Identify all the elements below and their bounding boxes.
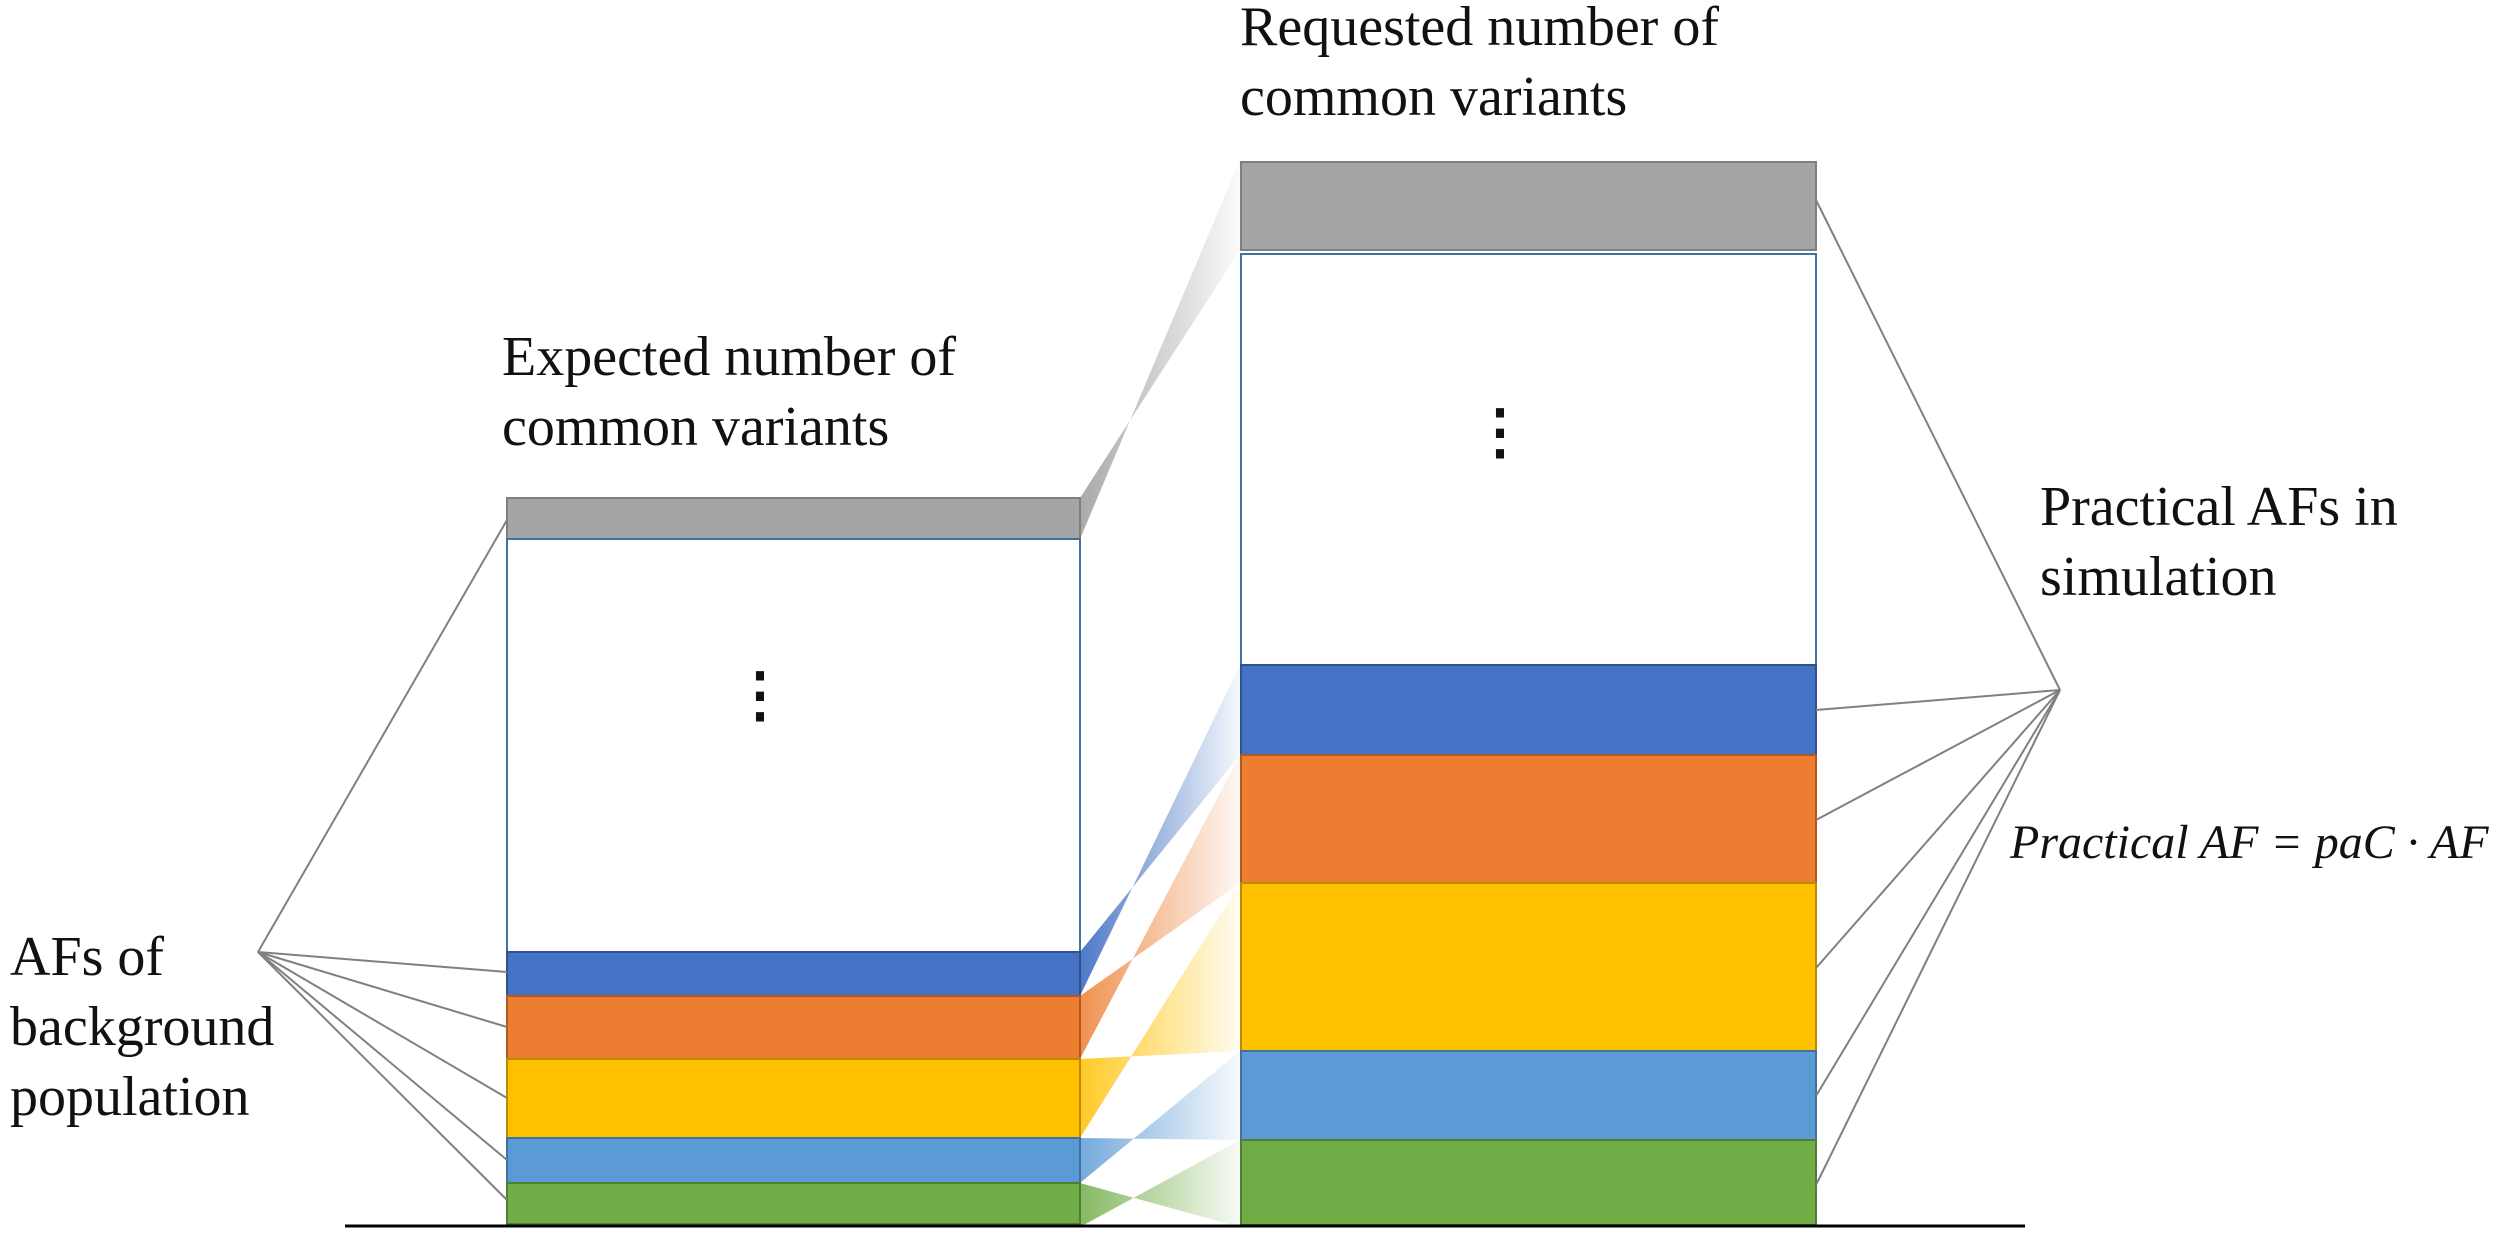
right-segment-orange: [1240, 754, 1817, 884]
connector-left-green: [257, 951, 508, 1201]
requested-label-line1: Requested number of: [1240, 0, 1719, 58]
left-segment-orange: [506, 995, 1081, 1060]
connector-left-top: [257, 519, 508, 953]
right-segment-yellow: [1240, 882, 1817, 1052]
connector-left-yellow: [257, 951, 508, 1099]
connector-right-blue: [1815, 689, 2061, 711]
connector-right-top: [1815, 199, 2061, 691]
left-stack: ⋮: [506, 497, 1081, 1225]
band-light-blue: [1080, 1051, 1240, 1183]
left-segment-green: [506, 1182, 1081, 1225]
perspective-bands: [1080, 160, 1240, 1227]
band-yellow: [1080, 883, 1240, 1138]
background-label-line1: AFs of: [10, 926, 164, 988]
band-gray: [1080, 160, 1240, 539]
left-segment-light-blue: [506, 1137, 1081, 1184]
practical-label-line1: Practical AFs in: [2040, 476, 2398, 538]
band-green: [1080, 1140, 1240, 1227]
right-stack: ⋮: [1240, 161, 1817, 1226]
connector-right-orange: [1815, 689, 2061, 821]
requested-label-line2: common variants: [1240, 66, 1627, 128]
right-ellipsis: ⋮: [1470, 399, 1530, 465]
left-connectors: [257, 519, 508, 1201]
connector-right-green: [1815, 689, 2061, 1186]
connector-left-orange: [257, 951, 508, 1028]
connector-left-light-blue: [257, 951, 508, 1161]
right-connectors: [1815, 199, 2061, 1186]
right-segment-light-blue: [1240, 1050, 1817, 1141]
right-segment-white: [1240, 253, 1817, 666]
left-segment-blue: [506, 951, 1081, 997]
connector-left-blue: [257, 951, 508, 973]
right-segment-green: [1240, 1139, 1817, 1226]
practical-label-line2: simulation: [2040, 546, 2276, 608]
connector-right-yellow: [1815, 689, 2061, 969]
band-orange: [1080, 755, 1240, 1059]
practical-af-formula: Practical AF = paC · AF: [2009, 816, 2489, 869]
band-blue: [1080, 665, 1240, 996]
left-segment-yellow: [506, 1058, 1081, 1139]
expected-label-line1: Expected number of: [502, 326, 956, 388]
right-segment-blue: [1240, 664, 1817, 756]
left-ellipsis: ⋮: [730, 662, 790, 728]
expected-label-line2: common variants: [502, 396, 889, 458]
background-label-line3: population: [10, 1066, 250, 1128]
left-segment-gray: [506, 497, 1081, 540]
right-segment-gray: [1240, 161, 1817, 251]
connector-right-light-blue: [1815, 689, 2061, 1097]
left-segment-white: [506, 538, 1081, 953]
background-label-line2: background: [10, 996, 274, 1058]
